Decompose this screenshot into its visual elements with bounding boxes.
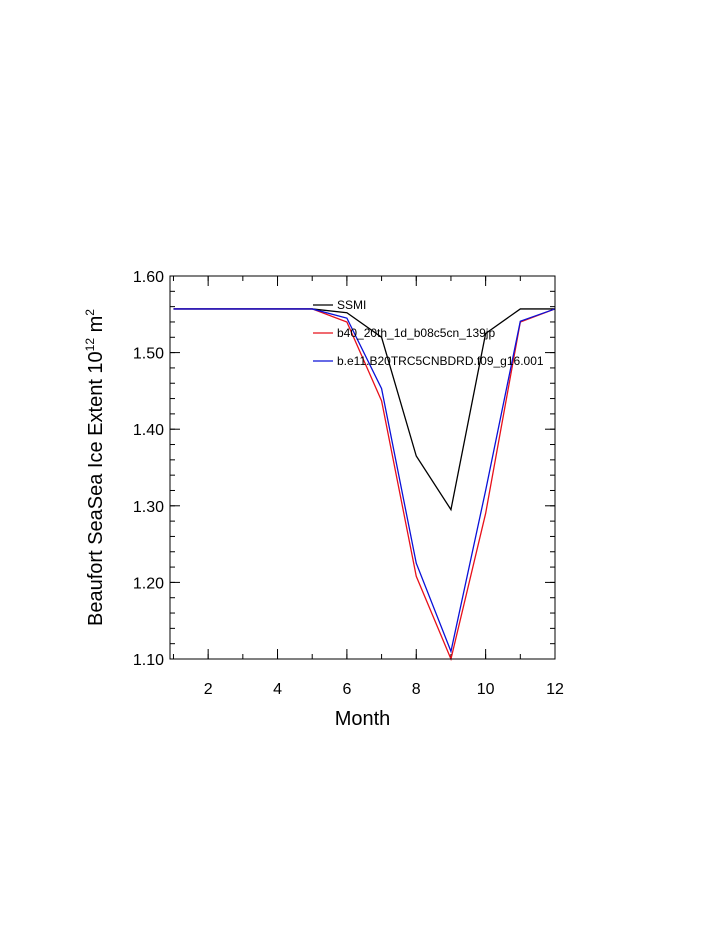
y-tick-label: 1.60	[133, 269, 164, 286]
y-tick-label: 1.50	[133, 346, 164, 363]
y-tick-label: 1.40	[133, 422, 164, 439]
legend-label-1: SSMI	[337, 298, 366, 312]
y-axis-label-sup2: 2	[83, 309, 97, 316]
x-tick-label: 2	[204, 681, 213, 698]
y-axis-label-sup1: 12	[83, 338, 97, 352]
x-tick-label: 6	[342, 681, 351, 698]
x-tick-label: 8	[412, 681, 421, 698]
legend: SSMI b40_20th_1d_b08c5cn_139jp b.e11.B20TR…	[313, 298, 544, 368]
y-axis-label: Beaufort SeaSea Ice Extent 1012 m2	[83, 309, 107, 626]
plot-frame	[169, 275, 556, 660]
x-tick-label: 12	[546, 681, 564, 698]
x-tick-label: 10	[477, 681, 495, 698]
y-tick-label: 1.30	[133, 499, 164, 516]
y-axis-label-unit: m	[85, 316, 107, 338]
y-tick-label: 1.20	[133, 575, 164, 592]
x-axis-label: Month	[335, 708, 391, 730]
y-axis-label-main: Beaufort SeaSea Ice Extent 10	[85, 351, 107, 626]
y-tick-label: 1.10	[133, 652, 164, 669]
x-tick-label: 4	[273, 681, 282, 698]
series-line-3	[173, 308, 556, 654]
tick-labels: 2 4 6 8 10 12 1.10 1.20 1.30 1.40 1.50 1.60	[133, 269, 564, 698]
series-lines	[173, 308, 556, 662]
legend-label-3: b.e11.B20TRC5CNBDRD.f09_g16.001	[337, 354, 544, 368]
legend-label-2: b40_20th_1d_b08c5cn_139jp	[337, 326, 495, 340]
